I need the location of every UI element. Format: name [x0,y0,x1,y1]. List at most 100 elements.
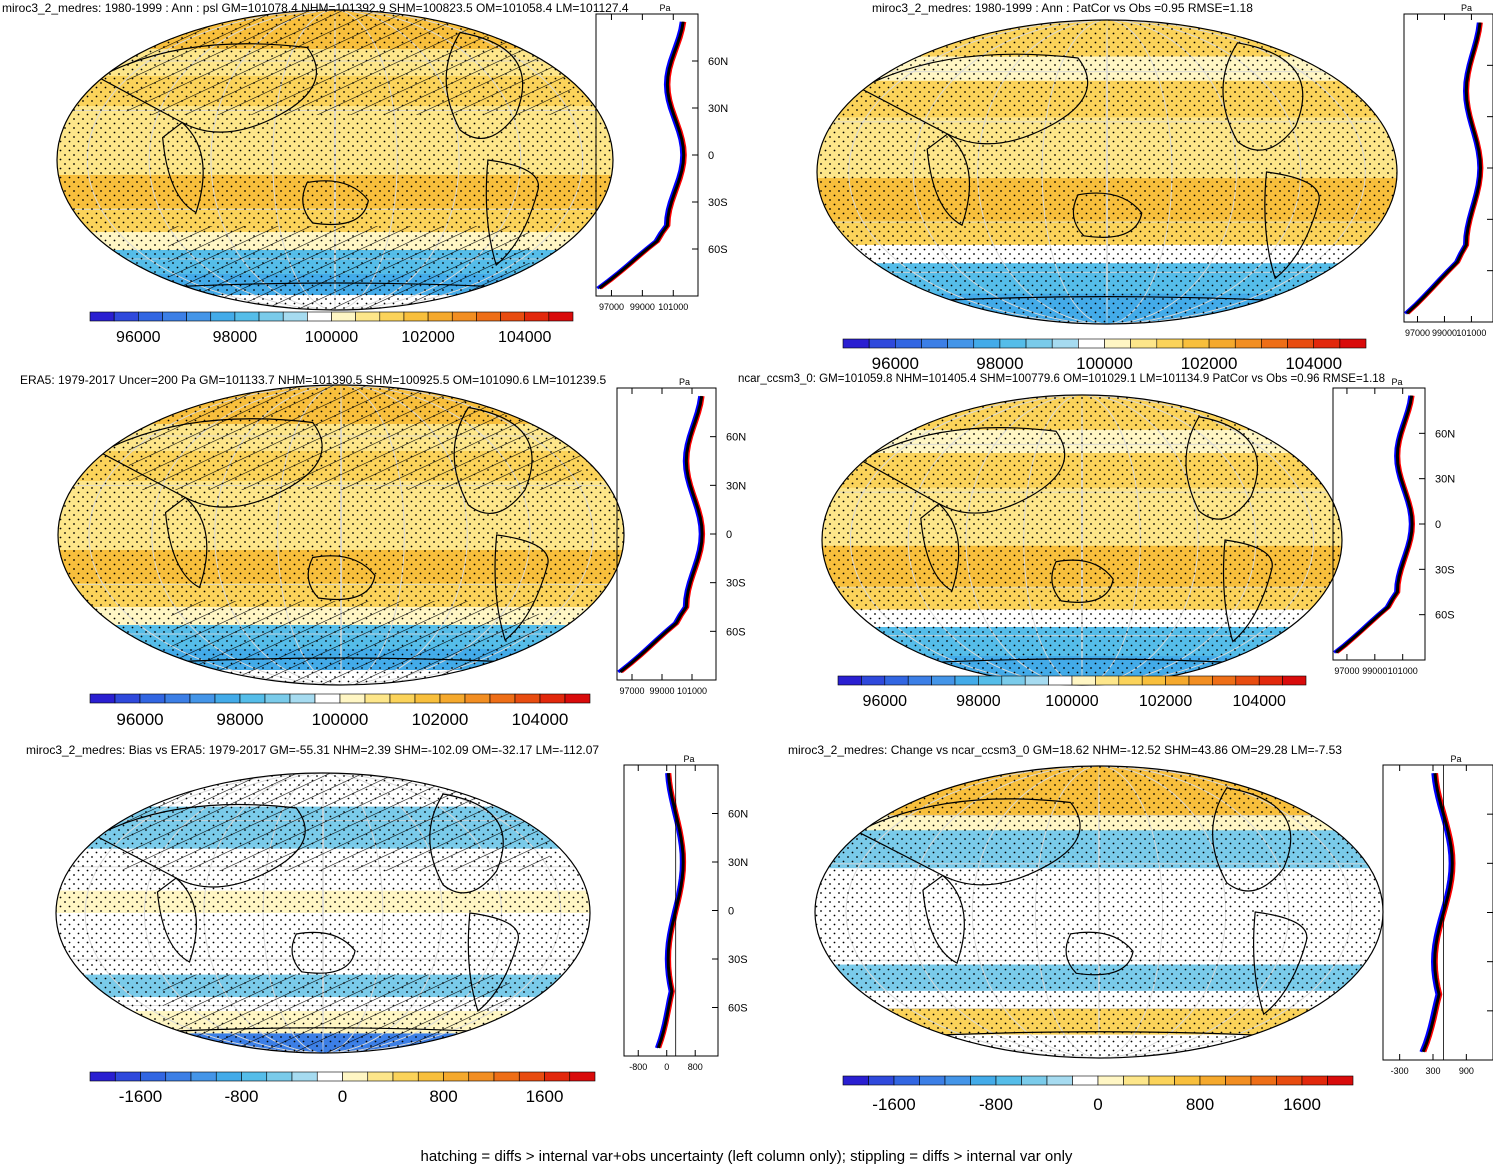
coastline [494,534,549,642]
colorbar-swatch [264,693,291,704]
colorbar-swatch [379,311,405,322]
colorbar-swatch [1130,338,1158,349]
colorbar-swatch [1165,675,1190,686]
colorbar-swatch [307,311,332,322]
colorbar-swatch [514,693,541,704]
zonal-unit-label: Pa [659,3,670,13]
zonal-curve-obs [654,772,683,1049]
colorbar-change: -1600 -800 0 800 1600 [842,1075,1354,1114]
colorbar-swatch [114,1071,141,1082]
zonal-x-tick-label: 97000 [619,686,644,696]
colorbar-swatch [1235,675,1260,686]
zonal-plot-frame [1403,13,1493,323]
zonal-x-tick-label: 0 [664,1062,669,1072]
colorbar-swatch [1261,338,1288,349]
colorbar-swatch [1046,1075,1073,1086]
coastline [856,798,1081,886]
coastline [94,803,306,888]
panel-title-era5-reference: ERA5: 1979-2017 Uncer=200 Pa GM=101133.7… [20,373,607,387]
zonal-lat-tick-label: 60N [726,432,746,444]
panel-title-model-mean: miroc3_2_medres: 1980-1999 : Ann : psl G… [2,1,629,15]
colorbar-swatch [214,693,241,704]
coastline [429,793,504,894]
panel-ncar-reference: 96000 98000 100000 102000 104000 Pa 97000 99000… [821,377,1455,710]
colorbar-swatch [1156,338,1184,349]
stippling-overlay [817,20,1397,324]
colorbar-swatch [443,1071,470,1082]
coastline [1072,192,1143,238]
colorbar-swatch [89,311,115,322]
coastline [1212,787,1292,892]
zonal-lat-tick-label: 60S [726,626,746,638]
zonal-unit-label: Pa [679,377,690,387]
colorbar-swatch [524,311,550,322]
colorbar-swatch [114,693,141,704]
zonal-lat-tick-label: 30S [728,954,748,966]
colorbar-swatch [1051,338,1079,349]
colorbar-swatch [518,1071,545,1082]
map-border [57,384,625,686]
colorbar-tick-label: 100000 [1045,693,1098,710]
colorbar-swatch [289,693,316,704]
panel-bias: -1600 -800 0 800 1600 Pa -800 0 800 60N 30N 0 30S 60S [55,754,748,1106]
stippling-overlay [822,395,1342,685]
colorbar-swatch [907,675,932,686]
zonal-plot-era5-reference: Pa 97000 99000 101000 60N 30N 0 30S 60S [616,377,746,696]
zonal-x-tick-label: -300 [1391,1066,1409,1076]
colorbar-tick-label: 1600 [1283,1095,1321,1114]
colorbar-tick-label: 98000 [216,710,263,729]
colorbar-swatch [190,1071,217,1082]
coastline [859,53,1089,145]
colorbar-swatch [364,693,391,704]
colorbar-swatch [241,1071,268,1082]
colorbar-swatch [291,1071,318,1082]
colorbar-tick-label: -1600 [119,1087,162,1106]
colorbar-swatch [266,1071,293,1082]
zonal-curve-ref [619,395,704,674]
zonal-x-tick-label: -800 [629,1062,647,1072]
colorbar-swatch [427,311,453,322]
colorbar-tick-label: 102000 [401,329,454,346]
colorbar-tick-label: 102000 [1139,693,1192,710]
map-border [816,19,1398,325]
colorbar-swatch [548,311,574,322]
colorbar-swatch [1225,1075,1252,1086]
zonal-x-tick-label: 300 [1425,1066,1440,1076]
colorbar-model-mean: 96000 98000 100000 102000 104000 [89,311,574,346]
map-ncar-reference [822,395,1342,685]
colorbar-ncar-reference: 96000 98000 100000 102000 104000 [837,675,1307,710]
coastline [1051,559,1114,603]
coastline [922,874,965,964]
colorbar-tick-label: 0 [338,1087,347,1106]
coastline [467,912,519,1013]
zonal-plot-change: Pa -300 300 900 [1382,754,1493,1076]
hatching-overlay [122,773,550,871]
zonal-lat-tick-label: 60S [728,1003,748,1015]
colorbar-swatch [367,1071,394,1082]
colorbar-swatch [1025,338,1053,349]
zonal-x-tick-label: 99000 [630,302,655,312]
colorbar-tick-label: 104000 [498,329,551,346]
colorbar-swatch [564,693,591,704]
zonal-curve-obs [1419,773,1452,1053]
colorbar-swatch [894,338,922,349]
colorbar-tick-label: 104000 [1233,693,1286,710]
colorbar-swatch [1234,338,1262,349]
colorbar-swatch [1021,1075,1048,1086]
zonal-lat-tick-label: 30N [708,103,728,115]
colorbar-swatch [500,311,525,322]
coastline [1222,539,1273,643]
colorbar-swatch [417,1071,444,1082]
zonal-curve-obs [617,395,702,674]
zonal-x-tick-label: 101000 [1456,328,1486,338]
colorbar-swatch [282,311,308,322]
colorbar-swatch [489,693,516,704]
colorbar-swatch [973,338,1001,349]
colorbar-tick-label: 1600 [526,1087,564,1106]
colorbar-swatch [239,693,266,704]
coastline [307,555,376,601]
zonal-lat-tick-label: 60S [1435,610,1455,622]
colorbar-tick-label: 100000 [1076,354,1133,373]
colorbar-swatch [113,311,139,322]
zonal-lat-tick-label: 60S [708,244,728,256]
